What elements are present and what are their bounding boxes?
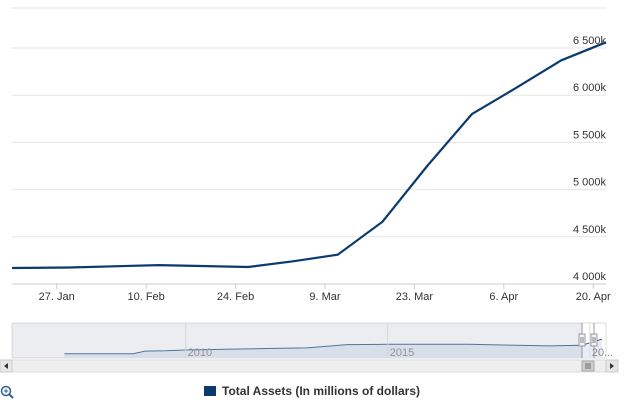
navigator-tick-label: 2015 xyxy=(390,347,414,359)
x-tick-label: 9. Mar xyxy=(309,291,341,303)
navigator-tick-label: 20... xyxy=(592,347,613,359)
y-tick-label: 6 000k xyxy=(573,82,607,94)
x-axis-tick-labels: 27. Jan 10. Feb 24. Feb 9. Mar 23. Mar 6. Apr… xyxy=(39,291,611,303)
zoom-in-icon[interactable] xyxy=(0,385,14,399)
x-tick-label: 10. Feb xyxy=(127,291,164,303)
navigator-handle-left[interactable] xyxy=(578,333,586,347)
scrollbar-track[interactable] xyxy=(11,359,607,373)
navigator-tick-label: 2010 xyxy=(188,347,212,359)
legend[interactable]: Total Assets (In millions of dollars) xyxy=(204,384,420,398)
arrow-left-icon xyxy=(4,363,8,369)
x-tick-label: 23. Mar xyxy=(396,291,434,303)
scrollbar-button-left[interactable] xyxy=(0,359,13,373)
scrollbar-thumb[interactable] xyxy=(581,360,595,372)
navigator-series-area xyxy=(64,339,602,358)
y-tick-label: 5 000k xyxy=(573,177,607,189)
series-line-total-assets xyxy=(11,41,607,270)
x-tick-label: 20. Apr xyxy=(576,291,611,303)
grid-lines xyxy=(12,7,606,238)
x-axis-tick-marks xyxy=(56,284,594,289)
navigator-mask xyxy=(12,323,582,358)
arrow-right-icon xyxy=(610,363,614,369)
legend-label: Total Assets (In millions of dollars) xyxy=(222,384,420,398)
x-tick-label: 27. Jan xyxy=(39,291,75,303)
scrollbar-button-right[interactable] xyxy=(605,359,619,373)
y-tick-label: 4 000k xyxy=(573,271,607,283)
legend-swatch xyxy=(204,386,216,396)
y-tick-label: 5 500k xyxy=(573,129,607,141)
x-tick-label: 24. Feb xyxy=(217,291,254,303)
x-tick-label: 6. Apr xyxy=(489,291,518,303)
y-axis-tick-labels: 4 000k 4 500k 5 000k 5 500k 6 000k 6 500k xyxy=(573,35,607,283)
navigator-ticks: 2010 2015 20... xyxy=(185,323,613,359)
navigator-handle-right[interactable] xyxy=(590,333,598,347)
y-tick-label: 4 500k xyxy=(573,224,607,236)
navigator-series-line xyxy=(64,338,603,355)
y-tick-label: 6 500k xyxy=(573,35,607,47)
